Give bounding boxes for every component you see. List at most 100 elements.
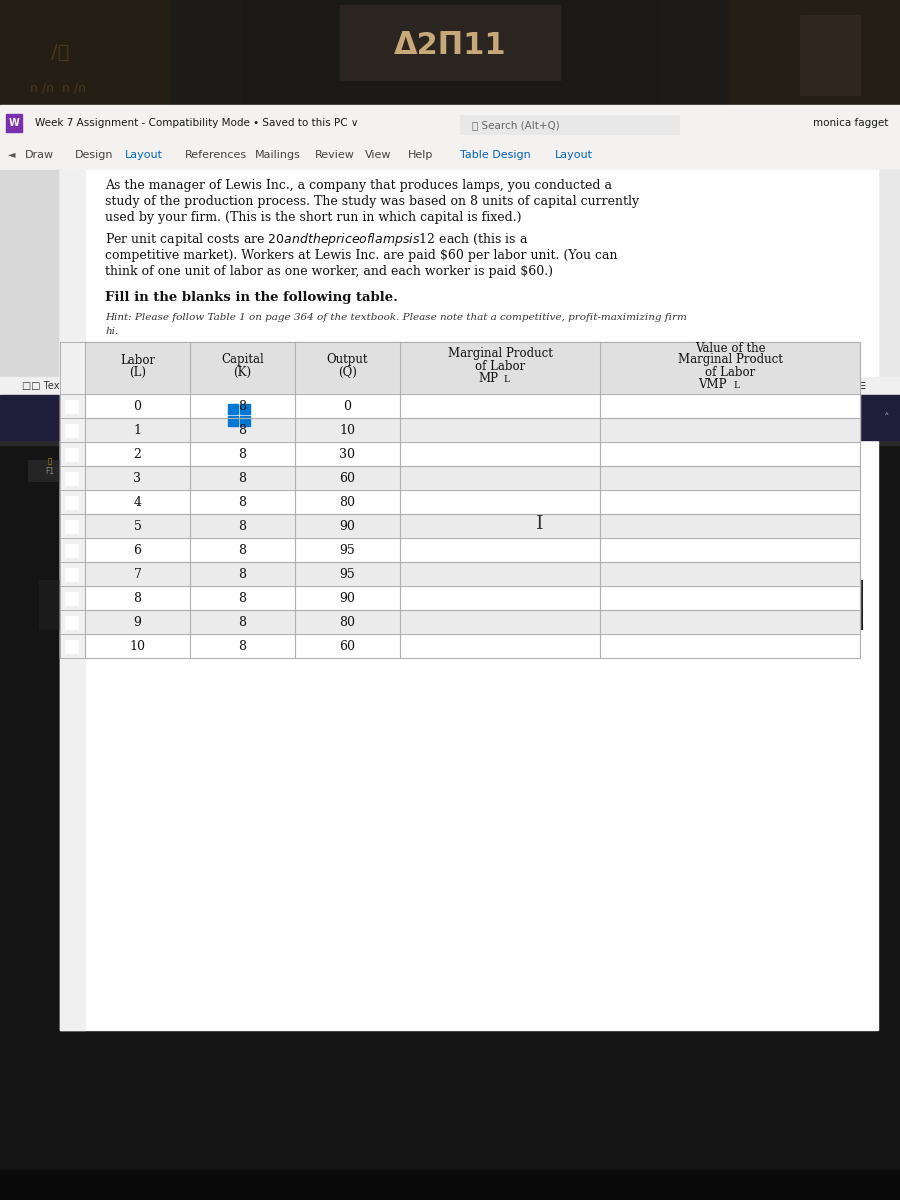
Bar [65,424,78,437]
Text: F4: F4 [249,467,258,475]
Text: Output: Output [327,354,368,366]
Text: (L): (L) [129,366,146,378]
Bar [436,460,478,482]
Text: 0: 0 [344,400,352,413]
Bar [240,506,297,552]
Text: /⟋: /⟋ [50,42,69,61]
Bar [720,506,777,552]
Bar [776,460,818,482]
Bar [60,170,878,380]
Text: 2: 2 [100,532,111,546]
Text: ⬜: ⬜ [592,457,596,464]
Bar [240,404,250,414]
Text: Help: Help [408,150,434,160]
Text: hi.: hi. [105,326,118,336]
Text: of Labor: of Labor [705,366,755,378]
Text: Marginal Product: Marginal Product [678,354,782,366]
Text: 6: 6 [133,544,141,557]
Text: 8: 8 [238,568,247,581]
Circle shape [569,407,591,428]
Text: ◄: ◄ [8,149,15,158]
Circle shape [289,407,311,428]
Text: L: L [503,376,509,384]
Text: 3: 3 [180,532,190,546]
Bar [0,377,900,395]
Text: 60: 60 [339,640,356,653]
Bar [0,1170,900,1200]
Text: 8: 8 [238,496,247,509]
Bar [0,395,900,440]
Bar [504,460,546,482]
Text: #: # [175,516,185,528]
Bar [800,14,860,95]
Bar [228,416,238,426]
Circle shape [513,407,535,428]
Text: 8: 8 [238,424,247,437]
Circle shape [457,407,479,428]
Text: Per unit capital costs are $20 and the price of lamps is $12 each (this is a: Per unit capital costs are $20 and the p… [105,232,528,248]
Bar [85,586,860,610]
Bar [640,506,697,552]
Text: Y: Y [445,595,459,614]
Bar [85,562,860,586]
Text: VMP: VMP [698,378,727,390]
Circle shape [345,407,367,428]
Text: 8: 8 [238,400,247,413]
Text: F5: F5 [318,467,327,475]
Bar [320,506,377,552]
Text: &: & [495,516,505,528]
Text: study of the production process. The study was based on 8 units of capital curre: study of the production process. The stu… [105,194,639,208]
Bar [660,0,900,104]
Text: Layout: Layout [555,150,593,160]
Text: MP: MP [478,372,498,384]
Bar [6,114,22,132]
Bar [85,514,860,538]
Text: ~: ~ [415,516,425,528]
Text: ): ) [738,516,742,528]
Text: 8: 8 [238,520,247,533]
Text: 8: 8 [238,640,247,653]
Bar [704,580,768,630]
Text: F9: F9 [590,467,598,475]
Bar [0,0,170,104]
Text: 95: 95 [339,544,356,557]
Text: 7: 7 [133,568,141,581]
Text: 4: 4 [133,496,141,509]
Text: E: E [160,595,174,614]
Text: ⬜: ⬜ [728,457,732,464]
Text: Marginal Product: Marginal Product [447,348,553,360]
Bar [85,394,860,418]
Bar [0,440,900,1200]
Bar [368,460,410,482]
Bar [0,0,240,104]
Bar [160,506,217,552]
Bar [134,580,198,630]
Text: $: $ [256,516,264,528]
Bar [228,404,238,414]
Bar [39,580,103,630]
Text: 5: 5 [339,532,350,546]
Bar [560,506,617,552]
Bar [878,170,900,380]
Text: ⌕ Search (Alt+Q): ⌕ Search (Alt+Q) [472,120,560,130]
Bar [60,170,878,1030]
Circle shape [317,407,339,428]
Bar [65,592,78,605]
Text: F7: F7 [454,467,463,475]
Bar [609,580,673,630]
Bar [65,520,78,533]
Bar [65,544,78,557]
Text: think of one unit of labor as one worker, and each worker is paid $60.): think of one unit of labor as one worker… [105,265,553,278]
Text: Capital: Capital [221,354,264,366]
Text: T: T [350,595,364,614]
Text: ⬜: ⬜ [456,457,460,464]
Bar [85,634,860,658]
Bar [324,580,388,630]
Text: F2: F2 [113,467,122,475]
Text: Labor: Labor [120,354,155,366]
Text: 8: 8 [238,448,247,461]
Bar [514,580,578,630]
Text: ✈: ✈ [387,458,393,464]
Text: W: W [61,595,83,614]
Text: W: W [9,118,20,128]
